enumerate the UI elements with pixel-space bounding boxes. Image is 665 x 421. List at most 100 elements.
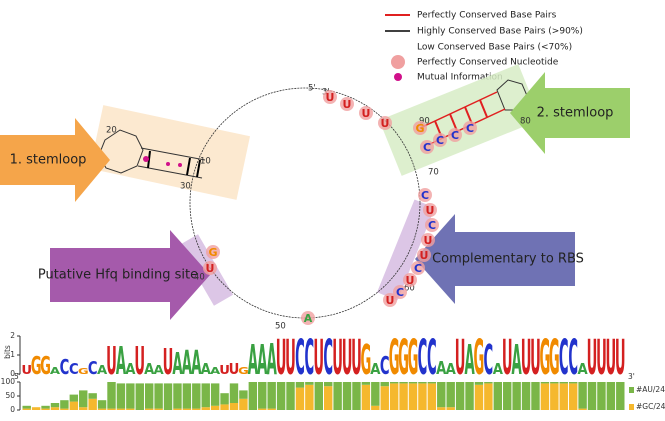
logo-letter: A [154,363,164,378]
tick-label: 50 [5,391,15,400]
logo-letter: U [276,330,287,386]
logo-letter: G [40,350,51,380]
strand [140,147,206,161]
logo-letter: A [436,358,446,378]
bar-au [116,383,126,409]
pair [147,150,151,169]
nucleotide: U [326,91,335,104]
logo-letter: A [512,338,523,385]
bar-gc [229,403,239,410]
bar-au [126,383,135,409]
label: 2. stemloop [537,106,614,121]
bar-au [361,382,371,385]
nucleotide: U [424,234,433,247]
bar-gc [182,408,192,410]
bar-au [107,382,116,409]
bar-au [437,382,446,408]
stemloop1-box [89,105,251,200]
bar-au [418,382,427,384]
nucleotide: U [386,294,395,307]
bar-gc [540,383,550,410]
logo-letter: A [191,344,202,382]
bar-gc [220,404,229,410]
legend-swatch [629,404,634,410]
bar-au [597,382,606,410]
position: 10 [200,157,211,167]
logo-letter: A [257,338,268,385]
bar-au [22,405,31,409]
nucleotide-bg [420,140,434,154]
bar-gc [427,383,437,410]
bar-au [484,382,493,384]
logo-letter: G [549,330,560,386]
nucleotide: U [362,107,371,120]
logo-letter: U [351,330,362,386]
logo-letter: A [464,338,475,385]
nucleotide: G [208,246,217,259]
bar-gc [258,408,267,410]
tick-label: 0 [10,369,15,378]
bar-gc [31,407,41,410]
mi [166,162,170,166]
bar-au [163,383,173,410]
logo-letter: A [577,361,587,378]
pair [196,159,201,178]
logo-letter: U [285,330,296,386]
bar-gc [41,408,50,410]
logo-letter: U [596,330,607,386]
logo-letter: U [342,330,353,386]
logo-letter: C [568,330,578,386]
pair [186,157,191,176]
bar-au [201,383,210,408]
bar-gc [50,407,60,410]
bar-au [333,382,342,410]
position: 80 [520,117,531,127]
bar-au [60,400,69,409]
logo-letter: A [370,361,380,378]
bar-au [512,382,521,410]
bar-au [192,383,201,409]
legend-swatch [391,55,405,69]
logo-letter: C [380,350,390,380]
bar-au [493,382,503,410]
bar-au [173,383,182,409]
bar-au [427,382,437,384]
bar-au [408,382,418,384]
bar-au [239,390,248,399]
nucleotide: C [466,122,474,135]
logo-letter: G [360,338,371,385]
nucleotide-bg [301,311,315,325]
bar-au [69,394,79,402]
bar-gc [418,383,427,410]
logo-letter: U [21,363,32,378]
label: 1. stemloop [10,153,87,168]
legend-text: Perfectly Conserved Nucleotide [417,58,559,68]
nucleotide-bg [421,233,435,247]
tick-label: 100 [1,377,16,386]
bar-au [79,390,88,408]
legend-text: #GC/24 [636,402,665,411]
nucleotide: U [381,117,390,130]
logo-letter: C [305,330,315,386]
bar-au [352,382,361,410]
nucleotide-bg [403,273,417,287]
bar-au [531,382,540,410]
label: Putative Hfq binding site [38,268,198,283]
tick-label: 0 [10,405,15,414]
nucleotide: C [428,219,436,232]
nucleotide-bg [378,116,392,130]
bar-gc [60,408,69,410]
strand [419,91,498,129]
bar-au [371,382,380,406]
nucleotide: G [415,122,424,135]
nucleotide: U [343,98,352,111]
logo-letter: U [615,330,626,386]
logo-letter: C [60,356,70,380]
bar-gc [437,407,446,410]
logo-letter: A [50,365,61,377]
mi [178,163,182,167]
bar-au [446,382,455,408]
bar-gc [295,387,305,410]
nucleotide: C [451,129,459,142]
logo-letter: G [398,330,409,386]
